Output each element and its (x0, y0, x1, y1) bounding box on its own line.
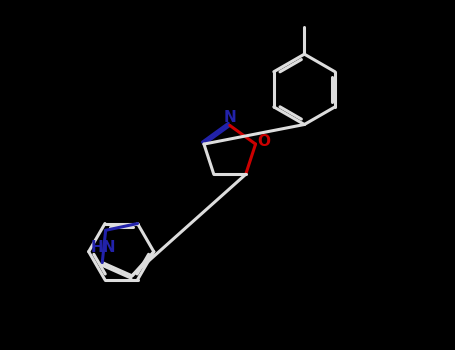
Text: HN: HN (91, 240, 116, 255)
Text: N: N (223, 110, 236, 125)
Text: O: O (257, 134, 270, 149)
